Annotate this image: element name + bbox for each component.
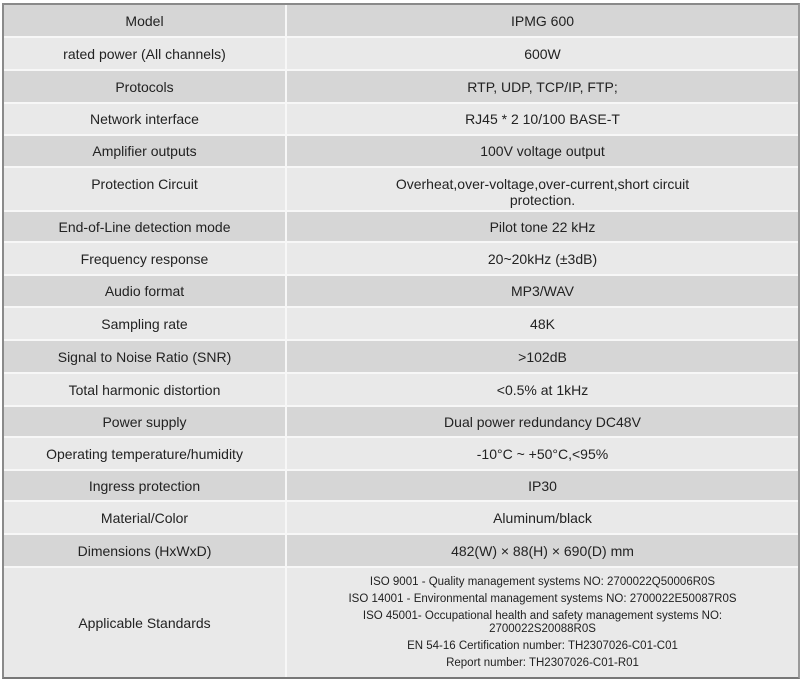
table-row: rated power (All channels) 600W: [4, 38, 798, 71]
standards-list: ISO 9001 - Quality management systems NO…: [287, 568, 798, 677]
spec-value: 20~20kHz (±3dB): [487, 250, 598, 267]
table-row: End-of-Line detection mode Pilot tone 22 …: [4, 212, 798, 243]
table-row: Amplifier outputs 100V voltage output: [4, 136, 798, 168]
table-row: Dimensions (HxWxD) 482(W) × 88(H) × 690(D…: [4, 535, 798, 568]
standard-line: Report number: TH2307026-C01-R01: [446, 656, 639, 669]
spec-table: Model IPMG 600 rated power (All channels) 6…: [2, 3, 800, 679]
standard-line: EN 54-16 Certification number: TH2307026…: [407, 639, 678, 652]
spec-value: RJ45 * 2 10/100 BASE-T: [465, 111, 620, 127]
spec-label: Protection Circuit: [4, 168, 287, 210]
spec-label: Material/Color: [4, 502, 287, 533]
spec-label: Power supply: [4, 407, 287, 436]
spec-label: Sampling rate: [4, 308, 287, 339]
table-row: Network interface RJ45 * 2 10/100 BASE-T: [4, 104, 798, 136]
table-row: Ingress protection IP30: [4, 471, 798, 502]
spec-label: Amplifier outputs: [4, 136, 287, 166]
table-row: Sampling rate 48K: [4, 308, 798, 341]
table-row: Protocols RTP, UDP, TCP/IP, FTP;: [4, 71, 798, 104]
spec-value: RTP, UDP, TCP/IP, FTP;: [467, 78, 618, 95]
spec-label: Applicable Standards: [4, 568, 287, 677]
spec-label: Signal to Noise Ratio (SNR): [4, 341, 287, 372]
table-row: Signal to Noise Ratio (SNR) >102dB: [4, 341, 798, 374]
spec-label: Audio format: [4, 276, 287, 306]
table-row: Audio format MP3/WAV: [4, 276, 798, 308]
spec-value: <0.5% at 1kHz: [496, 381, 589, 398]
spec-value: 48K: [530, 315, 555, 332]
table-row: Material/Color Aluminum/black: [4, 502, 798, 535]
spec-value: IP30: [528, 477, 557, 494]
standard-line: ISO 9001 - Quality management systems NO…: [369, 575, 716, 588]
spec-label: Frequency response: [4, 243, 287, 274]
spec-value: Pilot tone 22 kHz: [489, 218, 596, 235]
spec-value: Overheat,over-voltage,over-current,short…: [395, 176, 690, 208]
table-row-standards: Applicable Standards ISO 9001 - Quality m…: [4, 568, 798, 677]
table-row: Protection Circuit Overheat,over-voltage,…: [4, 168, 798, 212]
spec-label: Ingress protection: [4, 471, 287, 500]
table-row: Power supply Dual power redundancy DC48V: [4, 407, 798, 438]
spec-label: Dimensions (HxWxD): [4, 535, 287, 566]
spec-label: Operating temperature/humidity: [4, 438, 287, 469]
spec-label: Total harmonic distortion: [4, 374, 287, 405]
spec-label: Protocols: [4, 71, 287, 102]
spec-label: rated power (All channels): [4, 38, 287, 69]
spec-value: IPMG 600: [510, 12, 575, 29]
spec-value: -10°C ~ +50°C,<95%: [476, 445, 609, 462]
spec-value: 482(W) × 88(H) × 690(D) mm: [451, 542, 634, 559]
table-row: Frequency response 20~20kHz (±3dB): [4, 243, 798, 276]
spec-label: Model: [4, 5, 287, 36]
spec-value: 600W: [524, 45, 561, 62]
spec-value: Aluminum/black: [493, 509, 592, 526]
spec-label: End-of-Line detection mode: [4, 212, 287, 241]
spec-label: Network interface: [4, 104, 287, 134]
table-row: Operating temperature/humidity -10°C ~ +5…: [4, 438, 798, 471]
table-row: Model IPMG 600: [4, 5, 798, 38]
standard-line: ISO 14001 - Environmental management sys…: [348, 592, 737, 605]
standard-line: ISO 45001- Occupational health and safet…: [362, 609, 723, 635]
spec-value: MP3/WAV: [510, 283, 574, 299]
spec-value: 100V voltage output: [480, 143, 605, 159]
spec-value: Dual power redundancy DC48V: [444, 413, 641, 430]
spec-value: >102dB: [518, 348, 567, 365]
table-row: Total harmonic distortion <0.5% at 1kHz: [4, 374, 798, 407]
